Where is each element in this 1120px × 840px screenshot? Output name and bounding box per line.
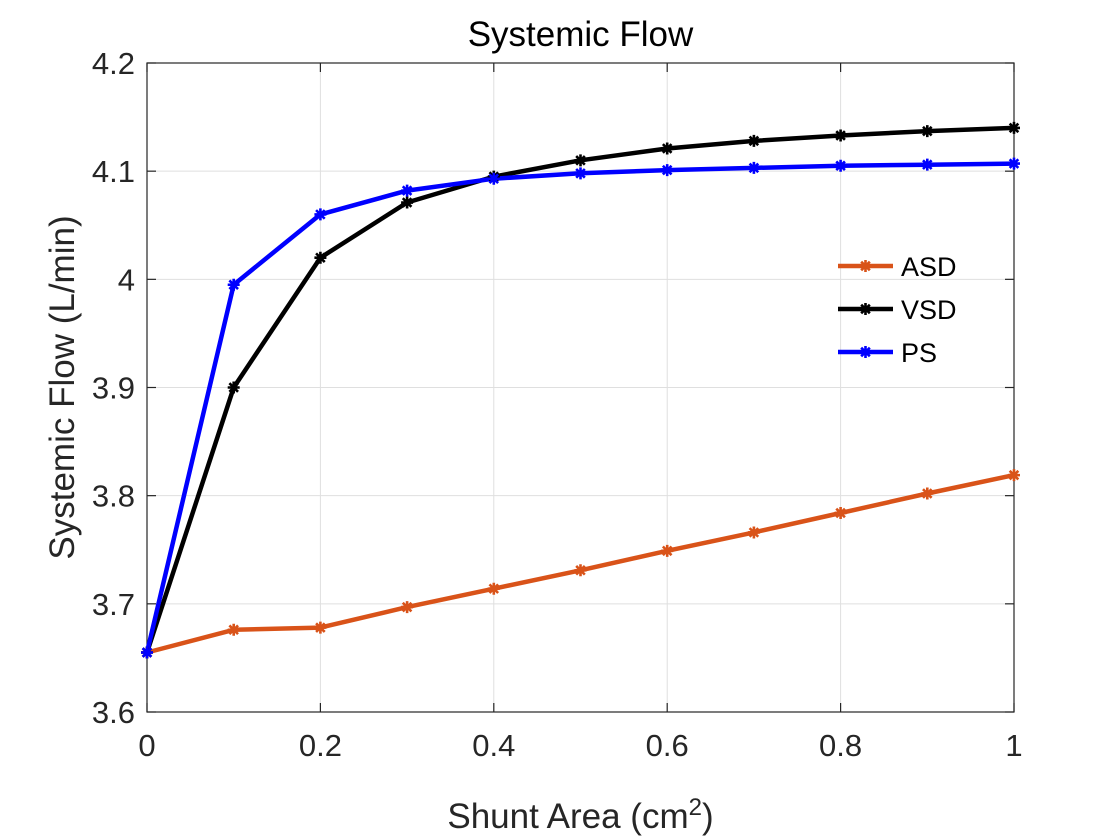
data-point-asd [401,601,414,614]
legend-label-ps: PS [901,338,937,368]
x-tick-label: 1 [1005,728,1022,763]
x-axis-title-superscript: 2 [689,794,702,821]
data-point-vsd [1008,121,1020,134]
chart-title: Systemic Flow [468,15,694,54]
data-point-vsd [574,154,587,167]
data-point-ps [1008,157,1020,170]
data-point-vsd [227,381,240,394]
data-point-asd [834,506,847,519]
data-point-asd [1008,469,1020,482]
data-point-vsd [834,129,847,142]
y-tick-label: 3.7 [92,587,135,622]
x-tick-label: 0.4 [472,728,515,763]
data-point-asd [747,526,760,539]
data-point-asd [661,544,674,557]
legend-label-vsd: VSD [901,295,957,325]
legend-label-asd: ASD [901,252,957,282]
x-tick-label: 0.6 [646,728,689,763]
data-point-ps [921,158,934,171]
y-tick-label: 4 [118,262,135,297]
data-point-asd [487,582,500,595]
data-point-vsd [401,196,414,209]
data-point-ps [141,646,153,659]
data-point-asd [227,623,240,636]
data-point-ps [574,167,587,180]
x-tick-label: 0.2 [299,728,342,763]
data-point-asd [314,621,327,634]
y-tick-label: 4.1 [92,154,135,189]
data-point-ps [401,184,414,197]
data-point-asd [921,487,934,500]
legend-marker-asd [859,260,872,272]
data-point-vsd [661,142,674,155]
data-point-vsd [921,125,934,138]
y-tick-label: 3.9 [92,371,135,406]
y-tick-label: 3.8 [92,479,135,514]
data-point-vsd [314,251,327,264]
data-point-ps [487,172,500,185]
data-point-ps [227,278,240,291]
series-lines [141,121,1020,659]
data-point-vsd [747,134,760,147]
data-point-ps [314,208,327,221]
legend: ASD VSD PS [838,252,957,368]
axis-ticks: 0 0.2 0.4 0.6 0.8 1 3.6 3.7 3.8 3.9 4 4.1 4.2 [92,46,1023,763]
data-point-ps [747,161,760,174]
y-tick-label: 4.2 [92,46,135,81]
y-axis-title: Systemic Flow (L/min) [43,215,82,559]
x-axis-title-main: Shunt Area (cm [447,797,688,836]
x-tick-label: 0.8 [819,728,862,763]
y-tick-label: 3.6 [92,695,135,730]
legend-marker-vsd [859,303,872,315]
legend-marker-ps [859,346,872,358]
data-point-ps [661,164,674,177]
x-axis-title-close: ) [702,797,714,836]
data-point-asd [574,564,587,577]
data-point-ps [834,159,847,172]
x-axis-title: Shunt Area (cm2) [447,794,713,837]
x-tick-label: 0 [138,728,155,763]
